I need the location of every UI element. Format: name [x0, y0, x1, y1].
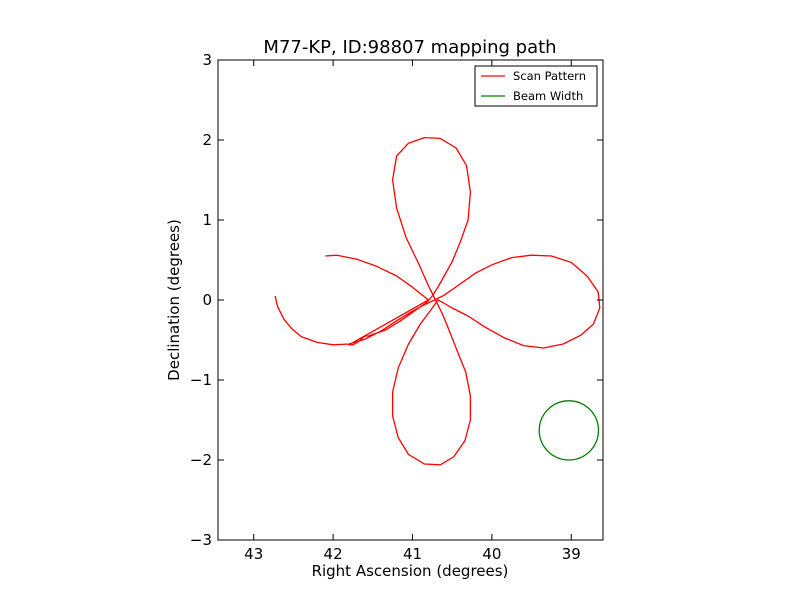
x-tick-label: 43 — [244, 545, 263, 563]
y-axis: −3 −2 −1 0 1 2 3 — [190, 51, 603, 549]
x-tick-label: 42 — [324, 545, 343, 563]
beam-width-circle — [538, 400, 600, 461]
x-tick-label: 39 — [562, 545, 581, 563]
y-tick-label: 0 — [202, 291, 212, 309]
x-axis: 43 42 41 40 39 — [244, 60, 581, 563]
y-tick-label: 2 — [202, 131, 212, 149]
x-axis-label: Right Ascension (degrees) — [312, 562, 509, 580]
series-line-scan-pattern — [274, 136, 601, 466]
legend-box — [474, 65, 598, 107]
data-layer — [274, 136, 601, 466]
y-tick-label: −2 — [190, 451, 212, 469]
x-tick-label: 40 — [482, 545, 501, 563]
y-axis-label: Declination (degrees) — [165, 219, 183, 381]
y-tick-label: 1 — [202, 211, 212, 229]
y-tick-label: −1 — [190, 371, 212, 389]
legend: Scan Pattern Beam Width — [474, 65, 598, 107]
y-tick-label: 3 — [202, 51, 212, 69]
x-tick-label: 41 — [403, 545, 422, 563]
chart-title: M77-KP, ID:98807 mapping path — [263, 37, 556, 58]
legend-label-scan-pattern: Scan Pattern — [513, 69, 586, 83]
legend-label-beam-width: Beam Width — [513, 89, 583, 103]
y-tick-label: −3 — [190, 531, 212, 549]
